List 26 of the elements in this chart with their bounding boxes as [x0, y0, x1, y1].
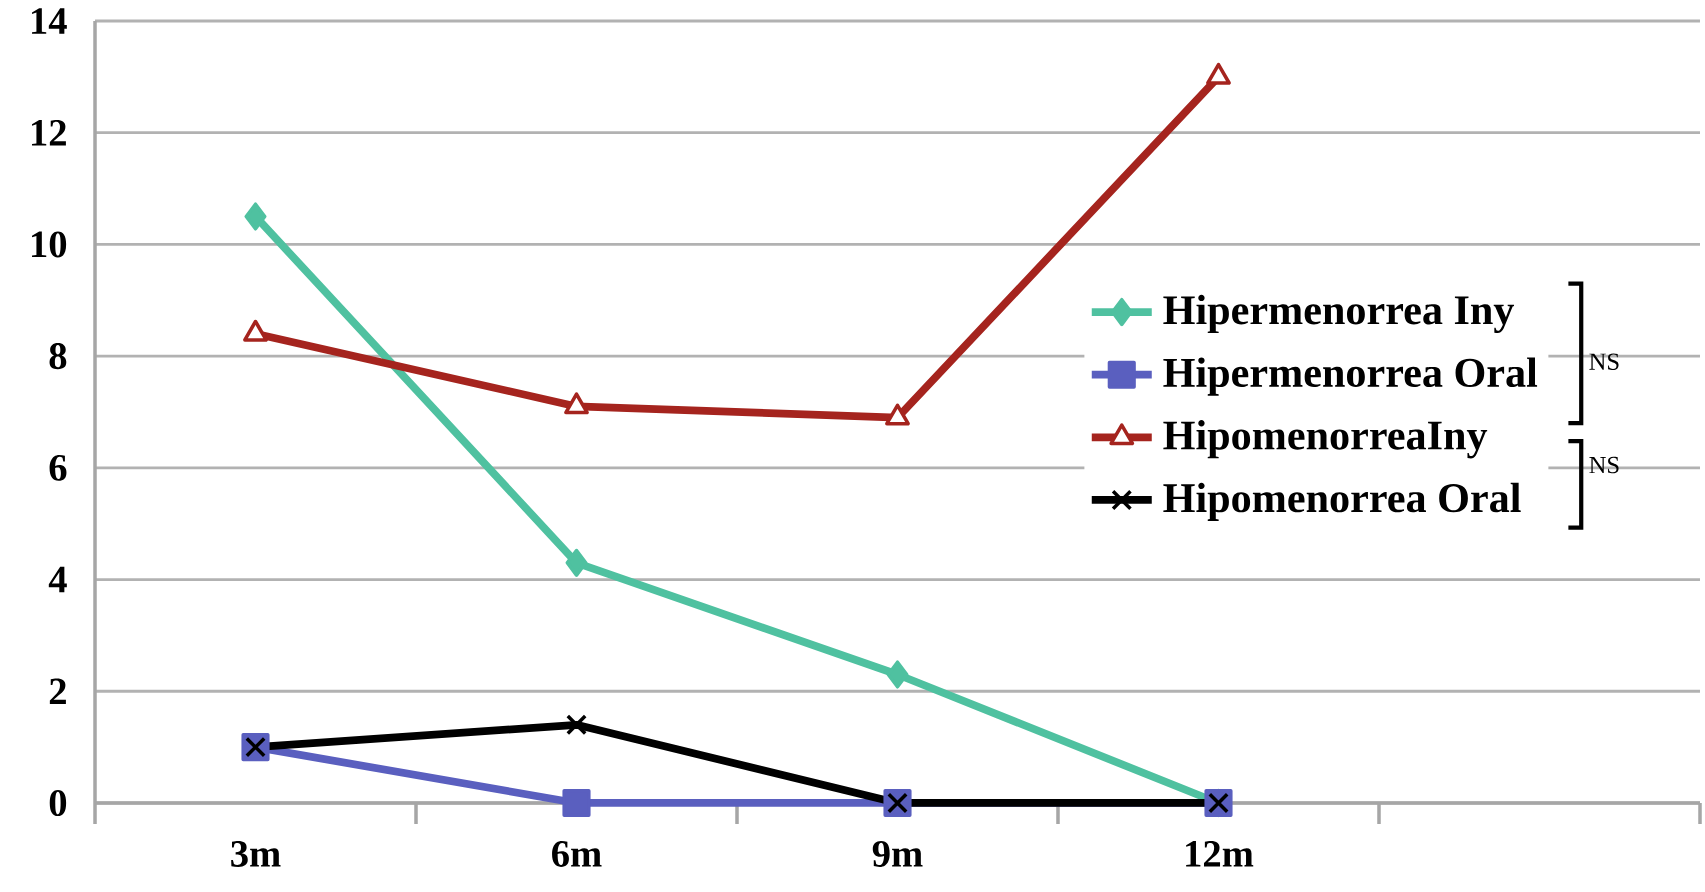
- y-tick-label: 0: [49, 789, 67, 817]
- legend-label: Hipermenorrea Iny: [1163, 294, 1515, 334]
- x-tick-label: 3m: [231, 840, 281, 867]
- annotation: NS: [1589, 353, 1619, 370]
- point: [564, 392, 589, 415]
- x-tick-label: 6m: [552, 840, 602, 867]
- legend-label: Hipomenorrea Oral: [1163, 482, 1521, 521]
- y-tick-label: 2: [49, 678, 66, 705]
- legend-label: Hipermenorrea Oral: [1163, 357, 1538, 396]
- point: [566, 714, 587, 736]
- y-tick-label: 8: [49, 343, 67, 370]
- point: [1206, 62, 1231, 85]
- x-tick-label: 12m: [1186, 840, 1254, 867]
- y-tick-label: 14: [32, 8, 67, 34]
- point: [562, 788, 591, 818]
- annotation: NS: [1589, 456, 1619, 474]
- point: [243, 319, 268, 342]
- y-tick-label: 12: [32, 119, 66, 146]
- point: [885, 403, 910, 426]
- y-tick-label: 10: [32, 231, 67, 258]
- legend-label: HipomenorreaIny: [1163, 420, 1488, 459]
- y-tick-label: 4: [48, 566, 67, 593]
- x-tick-label: 9m: [872, 840, 923, 867]
- point: [886, 660, 909, 689]
- point: [565, 548, 588, 577]
- y-tick-label: 6: [49, 454, 67, 481]
